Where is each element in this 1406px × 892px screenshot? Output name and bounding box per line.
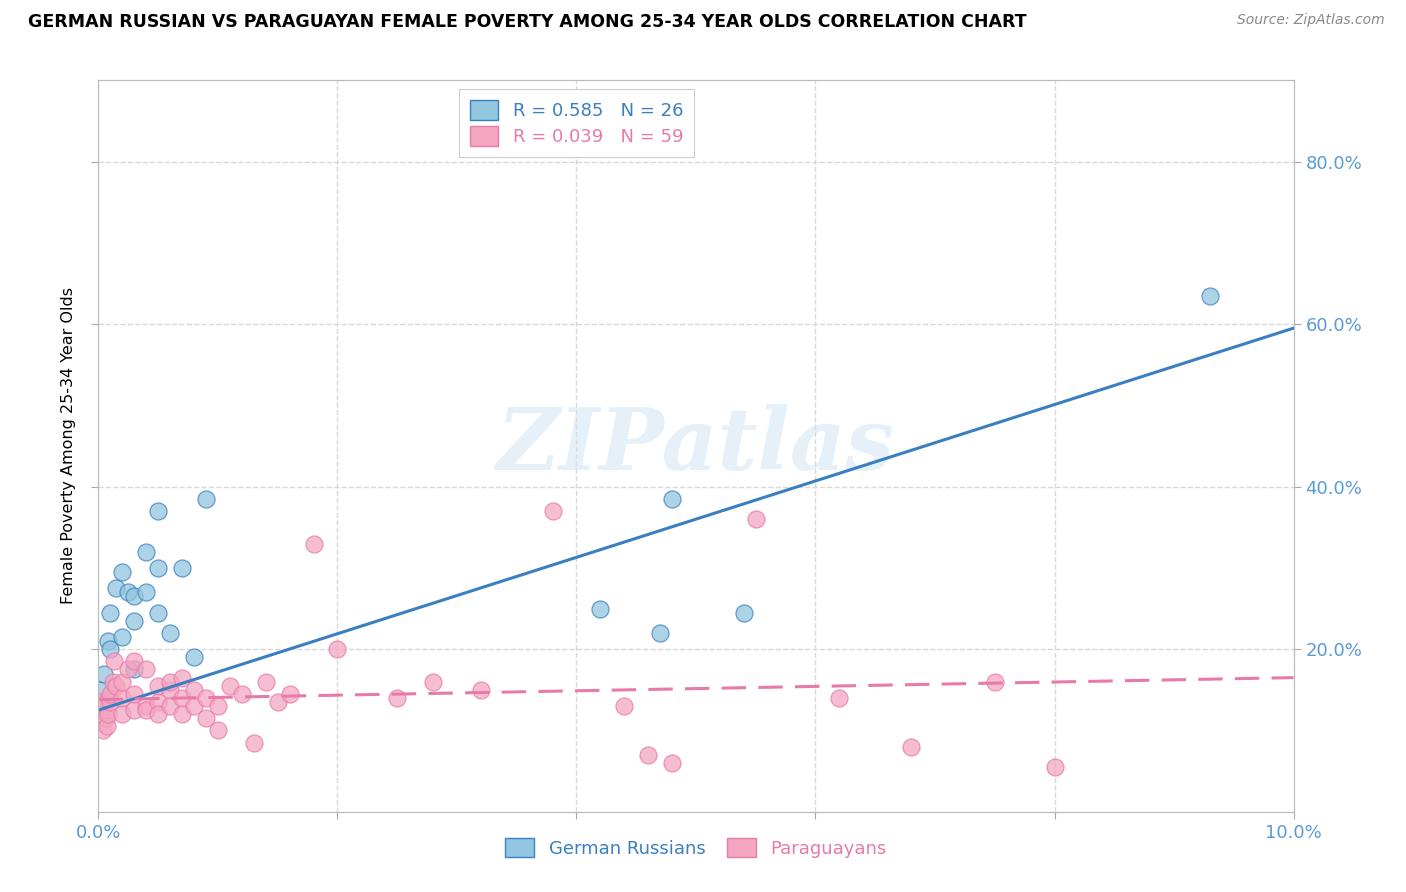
Point bbox=[117, 585, 139, 599]
Point bbox=[97, 634, 120, 648]
Point bbox=[172, 707, 194, 722]
Point bbox=[135, 699, 157, 714]
Point bbox=[100, 606, 122, 620]
Point bbox=[207, 723, 229, 738]
Point bbox=[195, 491, 218, 506]
Point bbox=[93, 666, 115, 681]
Point bbox=[111, 630, 134, 644]
Point bbox=[828, 690, 851, 705]
Point bbox=[243, 736, 266, 750]
Text: GERMAN RUSSIAN VS PARAGUAYAN FEMALE POVERTY AMONG 25-34 YEAR OLDS CORRELATION CH: GERMAN RUSSIAN VS PARAGUAYAN FEMALE POVE… bbox=[28, 13, 1026, 31]
Point bbox=[385, 690, 409, 705]
Point bbox=[103, 654, 125, 668]
Point bbox=[105, 679, 128, 693]
Point bbox=[135, 703, 157, 717]
Point bbox=[148, 504, 170, 518]
Point bbox=[101, 674, 124, 689]
Point bbox=[94, 711, 117, 725]
Point bbox=[105, 581, 128, 595]
Legend: German Russians, Paraguayans: German Russians, Paraguayans bbox=[498, 830, 894, 865]
Point bbox=[1043, 760, 1066, 774]
Point bbox=[984, 674, 1007, 689]
Point bbox=[111, 565, 134, 579]
Point bbox=[135, 544, 157, 558]
Point bbox=[254, 674, 277, 689]
Text: ZIPatlas: ZIPatlas bbox=[496, 404, 896, 488]
Point bbox=[183, 699, 205, 714]
Point bbox=[148, 695, 170, 709]
Point bbox=[650, 626, 672, 640]
Point bbox=[148, 707, 170, 722]
Point bbox=[124, 703, 146, 717]
Point bbox=[159, 699, 181, 714]
Point bbox=[148, 606, 170, 620]
Point bbox=[124, 614, 146, 628]
Point bbox=[613, 699, 636, 714]
Point bbox=[124, 654, 146, 668]
Point bbox=[470, 682, 492, 697]
Point bbox=[100, 642, 122, 657]
Point bbox=[100, 687, 122, 701]
Point bbox=[589, 601, 612, 615]
Point bbox=[90, 707, 112, 722]
Point bbox=[302, 536, 325, 550]
Point bbox=[124, 687, 146, 701]
Point bbox=[267, 695, 290, 709]
Point bbox=[172, 671, 194, 685]
Text: Source: ZipAtlas.com: Source: ZipAtlas.com bbox=[1237, 13, 1385, 28]
Point bbox=[661, 756, 683, 770]
Point bbox=[148, 679, 170, 693]
Point bbox=[172, 561, 194, 575]
Point bbox=[733, 606, 755, 620]
Point bbox=[159, 626, 181, 640]
Point bbox=[135, 585, 157, 599]
Point bbox=[89, 695, 111, 709]
Point bbox=[195, 711, 218, 725]
Point bbox=[148, 561, 170, 575]
Point bbox=[93, 699, 115, 714]
Point bbox=[159, 682, 181, 697]
Point bbox=[745, 512, 768, 526]
Point bbox=[111, 690, 134, 705]
Point bbox=[100, 695, 122, 709]
Point bbox=[97, 707, 120, 722]
Point bbox=[637, 747, 659, 762]
Y-axis label: Female Poverty Among 25-34 Year Olds: Female Poverty Among 25-34 Year Olds bbox=[60, 287, 76, 605]
Point bbox=[278, 687, 301, 701]
Point bbox=[124, 590, 146, 604]
Point bbox=[195, 690, 218, 705]
Point bbox=[661, 491, 683, 506]
Point bbox=[124, 663, 146, 677]
Point bbox=[135, 663, 157, 677]
Point bbox=[231, 687, 253, 701]
Point bbox=[91, 711, 114, 725]
Point bbox=[111, 674, 134, 689]
Point bbox=[98, 690, 121, 705]
Point bbox=[91, 723, 114, 738]
Point bbox=[422, 674, 444, 689]
Point bbox=[117, 663, 139, 677]
Point bbox=[1198, 288, 1220, 302]
Point bbox=[900, 739, 922, 754]
Point bbox=[159, 674, 181, 689]
Point bbox=[96, 719, 118, 733]
Point bbox=[207, 699, 229, 714]
Point bbox=[90, 682, 112, 697]
Point bbox=[183, 650, 205, 665]
Point bbox=[183, 682, 205, 697]
Point bbox=[541, 504, 564, 518]
Point bbox=[326, 642, 349, 657]
Point bbox=[172, 690, 194, 705]
Point bbox=[111, 707, 134, 722]
Point bbox=[219, 679, 242, 693]
